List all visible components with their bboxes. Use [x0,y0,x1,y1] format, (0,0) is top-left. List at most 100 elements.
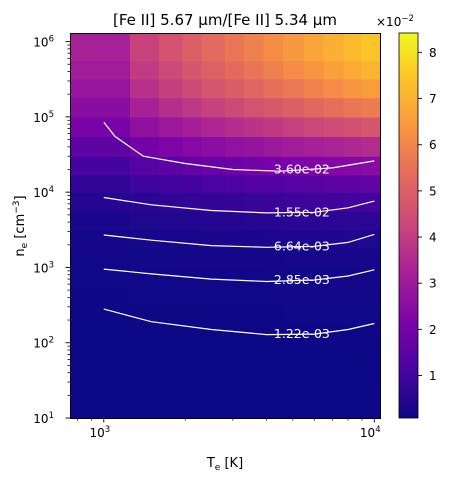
heatmap-cell [130,304,160,325]
heatmap-cell [130,400,160,419]
heatmap-cell [159,382,183,402]
contour-line [103,268,375,283]
heatmap-cell [263,60,284,80]
heatmap-cell [159,97,183,118]
heatmap-cell [283,60,305,80]
heatmap-cell [304,362,325,383]
heatmap-cell [159,323,183,344]
heatmap-cell [323,400,345,419]
heatmap-cell [224,174,245,193]
heatmap-cell [323,382,345,402]
heatmap-cell [70,362,131,383]
heatmap-cell [343,78,363,99]
heatmap-cell [263,400,284,419]
heatmap-cell [323,323,345,344]
heatmap-cell [182,192,203,212]
heatmap-cell [201,362,226,383]
heatmap-cell [304,60,325,80]
colorbar-tick-label: 5 [429,184,437,198]
heatmap-cell [130,174,160,193]
heatmap-cell [323,116,345,138]
heatmap-cell [224,342,245,363]
heatmap-cell [263,136,284,157]
heatmap-cell [361,304,381,325]
heatmap-cell [130,60,160,80]
contour-line [103,121,375,172]
heatmap-cell [263,267,284,287]
heatmap-cell [323,342,345,363]
heatmap-cell [323,248,345,269]
heatmap-cell [283,211,305,230]
heatmap-cell [130,342,160,363]
heatmap-cell [70,136,131,157]
heatmap-cell [182,362,203,383]
heatmap-cell [70,192,131,212]
heatmap-cell [361,267,381,287]
heatmap-cell [70,78,131,99]
colorbar: 1 2 3 4 5 6 7 8 ×10−2 [376,14,437,419]
y-tick-label: 104 [33,185,54,200]
y-tick-label: 106 [33,35,54,50]
heatmap-cell [323,156,345,176]
heatmap-cell [159,192,183,212]
heatmap-cell [201,304,226,325]
heatmap-cell [304,323,325,344]
heatmap-cell [244,304,265,325]
heatmap-cell [361,323,381,344]
heatmap-cell [304,382,325,402]
heatmap-cell [283,286,305,306]
heatmap-cell [224,116,245,138]
heatmap-cell [201,229,226,249]
contour-label: 6.64e-03 [274,238,330,253]
heatmap-cell [343,229,363,249]
heatmap-cell [201,33,226,62]
heatmap-cells [70,33,381,419]
heatmap-cell [130,323,160,344]
heatmap-cell [201,192,226,212]
heatmap-cell [361,248,381,269]
heatmap-cell [323,192,345,212]
heatmap-cell [263,211,284,230]
colorbar-tick-label: 3 [429,277,437,291]
heatmap-cell [283,192,305,212]
heatmap-cell [130,362,160,383]
heatmap-cell [244,211,265,230]
heatmap-cell [343,97,363,118]
heatmap-cell [224,136,245,157]
heatmap-cell [201,174,226,193]
heatmap-cell [244,192,265,212]
heatmap-cell [182,342,203,363]
heatmap-cell [304,33,325,62]
contour-line [103,308,375,336]
heatmap-cell [304,304,325,325]
heatmap-cell [224,211,245,230]
heatmap-cell [224,304,245,325]
heatmap-cell [70,342,131,363]
contour-label: 1.55e-02 [274,204,330,219]
heatmap-cell [283,78,305,99]
heatmap-cell [182,323,203,344]
heatmap-cell [244,136,265,157]
heatmap-cell [130,78,160,99]
plot-frame [70,33,381,419]
heatmap-cell [283,248,305,269]
heatmap-cell [130,33,160,62]
x-axis-ticks: 103 104 [77,418,381,440]
contour-line [103,196,375,214]
heatmap-cell [201,136,226,157]
x-axis-label: Te [K] [206,456,243,473]
contour-label: 2.85e-03 [274,272,330,287]
heatmap-cell [224,286,245,306]
heatmap-cell [304,267,325,287]
heatmap-cell [159,342,183,363]
heatmap-cell [343,60,363,80]
heatmap-cell [244,33,265,62]
heatmap-cell [304,156,325,176]
heatmap-cell [343,342,363,363]
heatmap-cell [263,192,284,212]
heatmap-cell [70,286,131,306]
heatmap-cell [263,97,284,118]
y-tick-label: 102 [33,336,54,351]
heatmap-cell [224,362,245,383]
colorbar-multiplier: ×10−2 [376,14,414,29]
